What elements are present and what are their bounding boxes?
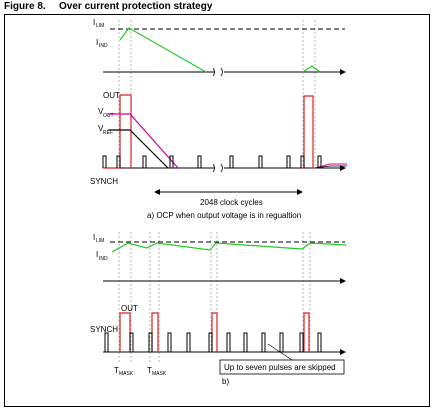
tmask1-label: T (114, 366, 119, 375)
vout-line (108, 113, 179, 169)
vref-line (108, 129, 169, 169)
figure-frame (4, 14, 430, 407)
ilim-label-a: I (93, 18, 95, 27)
iind-label-a: I (96, 38, 98, 47)
inductor-current-b (111, 242, 347, 253)
iind-label-sub-b: IND (99, 256, 108, 262)
tmask2-label: T (147, 366, 152, 375)
tmask2-label-sub: MASK (152, 371, 167, 377)
out-pulse-a1 (103, 94, 132, 169)
ilim-label-sub-a: LIM (96, 23, 104, 29)
vref-label: V (98, 124, 104, 133)
vout-recover-line (314, 163, 347, 169)
out-label-a: OUT (103, 91, 120, 100)
axis-break-a-top (212, 67, 223, 77)
vref-label-sub: REF (103, 130, 113, 136)
synch-label-b: SYNCH (90, 325, 118, 334)
axis-break-a-bottom (212, 163, 223, 173)
diagram-b: I LIM I IND OUT (90, 232, 347, 386)
vout-label: V (98, 107, 104, 116)
synch-label-a: SYNCH (90, 177, 118, 186)
caption-a: a) OCP when output voltage is in regualt… (147, 211, 301, 220)
figure-header: Figure 8. Over current protection strateg… (4, 1, 304, 15)
figure-title: Over current protection strategy (59, 1, 213, 12)
vout-label-sub: OUT (103, 113, 114, 119)
note-leader-line (267, 343, 293, 361)
guide-lines-b (118, 232, 311, 362)
guide-lines-a (118, 20, 316, 168)
note-box (219, 359, 345, 375)
ilim-label-b: I (93, 233, 95, 242)
synch-pulses-a (102, 155, 322, 168)
figure-number: Figure 8. (4, 1, 46, 12)
synch-pulses-b (104, 332, 322, 352)
vref-recover-line (314, 165, 347, 169)
iind-label-b: I (96, 250, 98, 259)
ilim-label-sub-b: LIM (96, 238, 104, 244)
inductor-current-a-recover (302, 65, 321, 73)
diagram-a: I LIM I IND OUT V OUT V REF (90, 18, 347, 220)
iind-label-sub-a: IND (99, 43, 108, 49)
note-text: Up to seven pulses are skipped (224, 363, 336, 372)
caption-b: b) (222, 377, 229, 386)
clock-cycles-label: 2048 clock cycles (200, 198, 263, 207)
inductor-current-a (119, 27, 207, 73)
tmask1-label-sub: MASK (119, 371, 134, 377)
out-label-b: OUT (121, 304, 138, 313)
